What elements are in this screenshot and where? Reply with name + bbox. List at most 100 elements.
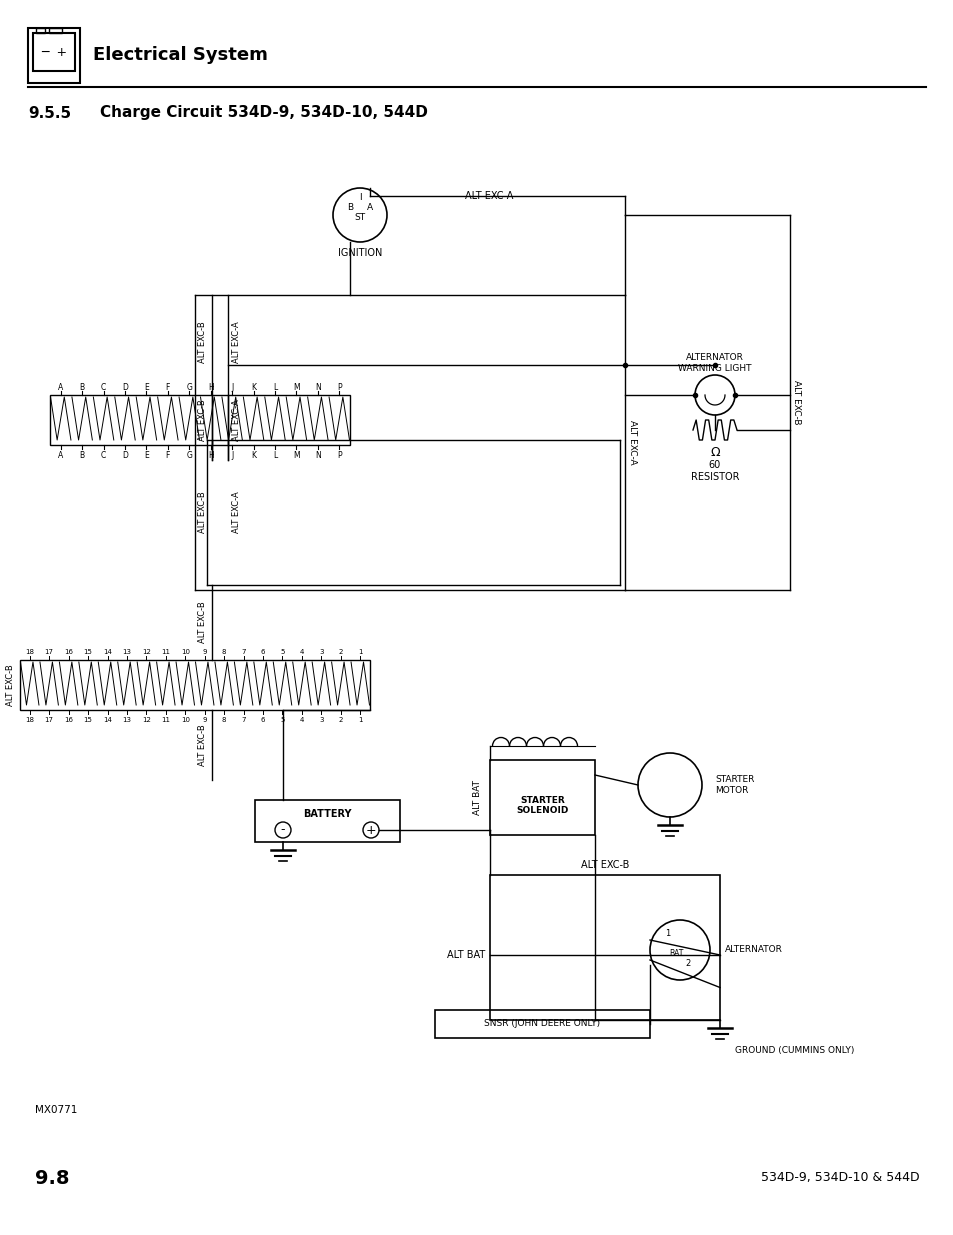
Bar [435,1010,649,1037]
Text: 10: 10 [180,718,190,722]
Text: G: G [186,451,192,459]
Text: 60: 60 [708,459,720,471]
Text: 7: 7 [241,650,246,655]
Text: ALT EXC-B: ALT EXC-B [580,860,629,869]
Text: ALT EXC-B: ALT EXC-B [198,399,208,441]
Text: ALTERNATOR: ALTERNATOR [724,946,782,955]
Text: ALT EXC-A: ALT EXC-A [233,321,241,363]
Text: A: A [367,203,373,211]
Text: G: G [186,383,192,391]
Text: D: D [122,451,128,459]
Text: B: B [79,451,85,459]
Text: L: L [273,383,276,391]
Bar [490,760,595,835]
Text: +: + [365,824,375,836]
Text: 6: 6 [260,718,265,722]
Text: J: J [231,451,233,459]
Bar [490,876,720,1020]
Text: 534D-9, 534D-10 & 544D: 534D-9, 534D-10 & 544D [760,1172,919,1184]
Text: ALT BAT: ALT BAT [473,781,482,815]
Text: ALT EXC-A: ALT EXC-A [628,420,637,464]
Text: D: D [122,383,128,391]
Bar [33,33,75,70]
Text: L: L [273,451,276,459]
Text: 17: 17 [45,650,53,655]
Text: 15: 15 [84,650,92,655]
Text: STARTER
MOTOR: STARTER MOTOR [714,776,754,794]
Text: 2: 2 [684,960,690,968]
Text: BAT: BAT [668,950,682,958]
Text: 15: 15 [84,718,92,722]
Text: 13: 13 [122,718,132,722]
Text: B: B [79,383,85,391]
Bar [20,659,370,710]
Text: STARTER
SOLENOID: STARTER SOLENOID [516,795,568,815]
Text: 1: 1 [664,930,670,939]
Text: MX0771: MX0771 [35,1105,77,1115]
Text: 12: 12 [142,650,151,655]
Text: M: M [293,383,299,391]
Text: K: K [251,451,255,459]
Text: IGNITION: IGNITION [337,248,382,258]
Text: 11: 11 [161,650,171,655]
Text: 9.8: 9.8 [35,1168,70,1188]
Text: 16: 16 [64,650,73,655]
Text: ALT EXC-A: ALT EXC-A [233,399,241,441]
Text: 2: 2 [338,650,343,655]
Text: 8: 8 [222,650,226,655]
Text: 13: 13 [122,650,132,655]
Text: 9: 9 [202,650,207,655]
Text: K: K [251,383,255,391]
Bar [36,28,45,33]
Bar [49,28,62,33]
Text: Charge Circuit 534D-9, 534D-10, 544D: Charge Circuit 534D-9, 534D-10, 544D [100,105,428,121]
Text: ALT EXC-B: ALT EXC-B [792,380,801,425]
Text: C: C [101,383,106,391]
Text: A: A [58,451,63,459]
Text: N: N [314,451,320,459]
Bar [50,395,350,445]
Text: 9: 9 [202,718,207,722]
Text: 9.5.5: 9.5.5 [28,105,71,121]
Bar [28,28,80,83]
Text: 14: 14 [103,718,112,722]
Text: ALT EXC-B: ALT EXC-B [198,321,208,363]
Text: ALT BAT: ALT BAT [446,950,484,960]
Text: F: F [166,451,170,459]
Bar [254,800,399,842]
Text: E: E [144,451,149,459]
Text: 3: 3 [319,650,323,655]
Text: SNSR (JOHN DEERE ONLY): SNSR (JOHN DEERE ONLY) [484,1020,600,1029]
Text: J: J [231,383,233,391]
Text: ALT EXC-A: ALT EXC-A [233,492,241,534]
Text: I: I [358,193,361,201]
Text: 17: 17 [45,718,53,722]
Text: ST: ST [355,212,365,221]
Text: E: E [144,383,149,391]
Text: 14: 14 [103,650,112,655]
Text: 16: 16 [64,718,73,722]
Text: GROUND (CUMMINS ONLY): GROUND (CUMMINS ONLY) [734,1046,854,1055]
Text: A: A [58,383,63,391]
Text: 8: 8 [222,718,226,722]
Text: Electrical System: Electrical System [92,46,268,64]
Text: C: C [101,451,106,459]
Text: 6: 6 [260,650,265,655]
Text: H: H [208,451,213,459]
Text: H: H [208,383,213,391]
Text: N: N [314,383,320,391]
Text: 4: 4 [299,650,304,655]
Text: B: B [347,203,353,211]
Text: ALTERNATOR
WARNING LIGHT: ALTERNATOR WARNING LIGHT [678,353,751,373]
Text: -: - [280,824,285,836]
Text: M: M [293,451,299,459]
Text: ALT EXC-B: ALT EXC-B [198,724,208,766]
Text: 11: 11 [161,718,171,722]
Text: 5: 5 [280,718,284,722]
Text: BATTERY: BATTERY [303,809,352,819]
Text: 4: 4 [299,718,304,722]
Text: 18: 18 [25,650,34,655]
Text: 12: 12 [142,718,151,722]
Text: ─  +: ─ + [41,46,67,58]
Text: P: P [336,451,341,459]
